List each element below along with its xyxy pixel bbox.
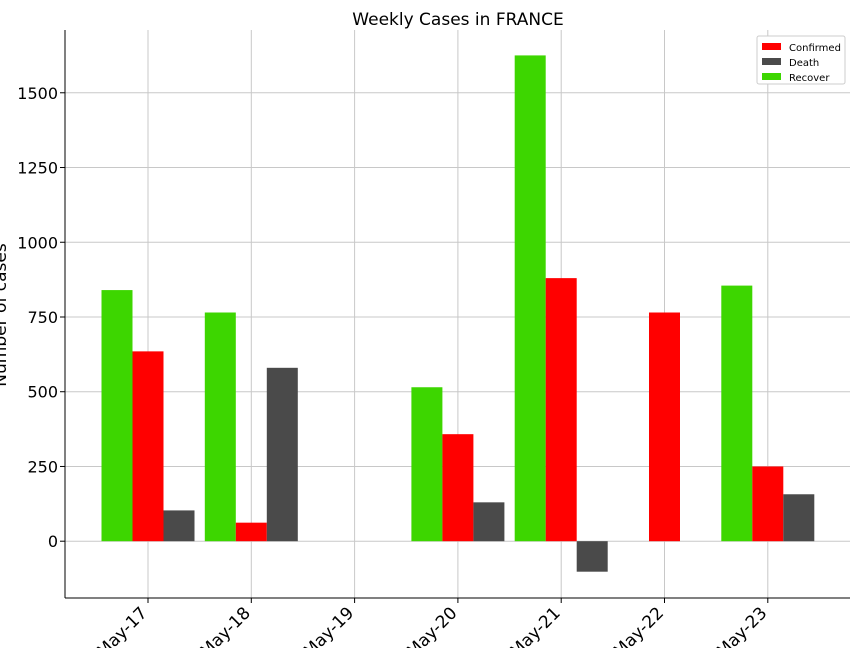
bar-confirmed — [132, 351, 164, 542]
y-tick-label: 750 — [27, 308, 58, 327]
chart-title: Weekly Cases in FRANCE — [352, 10, 563, 30]
bars — [101, 55, 815, 572]
bar-confirmed — [442, 434, 474, 542]
legend-swatch-confirmed — [762, 43, 781, 50]
y-ticks: 0 250 500 750 1000 1250 1500 — [17, 84, 65, 551]
bar-recover — [204, 312, 236, 542]
x-tick-label: May-22 — [610, 603, 668, 648]
legend-label-confirmed: Confirmed — [789, 43, 841, 54]
bar-death — [266, 367, 298, 542]
y-tick-label: 1250 — [17, 159, 58, 178]
legend-swatch-death — [762, 58, 781, 65]
y-tick-label: 500 — [27, 383, 58, 402]
legend: Confirmed Death Recover — [756, 35, 846, 85]
x-tick-label: May-19 — [300, 603, 358, 648]
bar-confirmed — [545, 278, 577, 542]
y-axis-label: Number of cases — [0, 243, 11, 387]
x-tick-label: May-20 — [403, 603, 461, 648]
bar-confirmed — [649, 312, 680, 542]
bar-death — [576, 541, 608, 572]
x-tick-label: May-18 — [196, 603, 254, 648]
x-tick-label: May-23 — [713, 603, 771, 648]
bar-death — [163, 510, 195, 542]
x-ticks: May-17 May-18 May-19 May-20 May-21 May-22 May-… — [93, 598, 771, 648]
x-tick-label: May-17 — [93, 603, 151, 648]
bar-death — [783, 494, 815, 542]
legend-label-recover: Recover — [789, 73, 830, 84]
y-tick-label: 1000 — [17, 233, 58, 252]
y-tick-label: 0 — [48, 532, 58, 551]
y-tick-label: 250 — [27, 457, 58, 476]
bar-recover — [411, 387, 443, 542]
bar-confirmed — [752, 466, 784, 542]
legend-label-death: Death — [789, 58, 819, 69]
bar-recover — [721, 285, 753, 542]
bar-death — [473, 502, 505, 542]
x-tick-label: May-21 — [506, 603, 564, 648]
bar-recover — [514, 55, 546, 542]
legend-swatch-recover — [762, 73, 781, 80]
bar-confirmed — [235, 522, 267, 542]
y-tick-label: 1500 — [17, 84, 58, 103]
bar-recover — [101, 290, 133, 542]
